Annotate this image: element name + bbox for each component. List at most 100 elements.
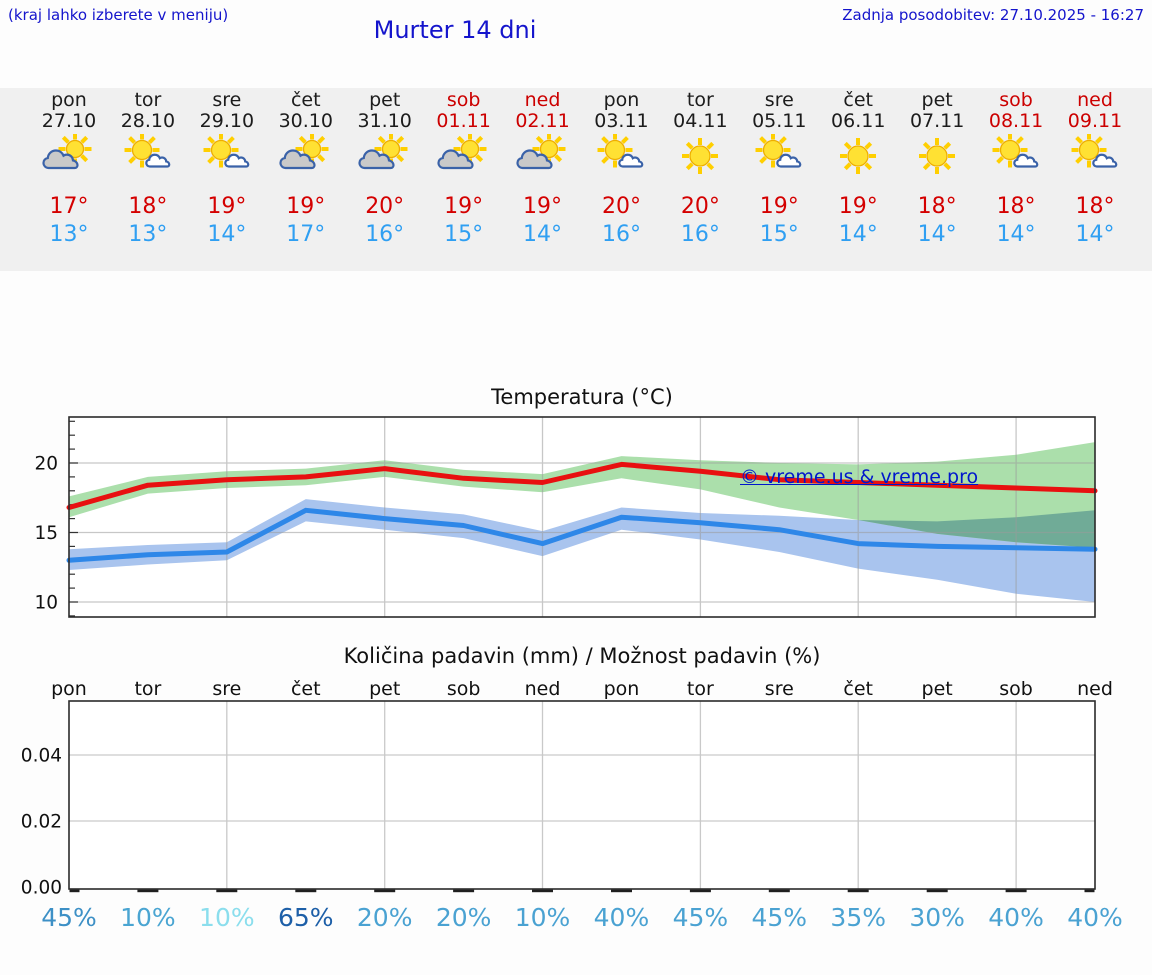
precip-prob-label: 10%	[199, 903, 255, 932]
precip-day-label: čet	[290, 678, 321, 700]
day-column: sob 08.11 18° 14°	[976, 88, 1056, 271]
day-low-temp: 16°	[680, 222, 720, 247]
day-name: sob	[446, 89, 481, 111]
day-high-temp: 18°	[917, 194, 957, 219]
day-column: čet 30.10 19° 17°	[266, 88, 346, 271]
day-name: tor	[134, 89, 162, 111]
cloud-shape	[436, 149, 474, 170]
svg-text:0.02: 0.02	[21, 812, 62, 833]
day-high-temp: 17°	[49, 194, 89, 219]
day-high-temp: 20°	[601, 194, 641, 219]
tmin-band	[69, 499, 1095, 602]
band-overlap	[858, 510, 1095, 548]
day-date: 30.10	[278, 110, 333, 132]
day-low-temp: 16°	[601, 222, 641, 247]
svg-text:0.00: 0.00	[21, 878, 62, 899]
sun-shape	[124, 134, 160, 168]
day-column: sob 01.11 19° 15°	[424, 88, 504, 271]
watermark-link[interactable]: © vreme.us & vreme.pro	[740, 466, 979, 488]
day-date: 05.11	[752, 110, 807, 132]
precip-day-label: ned	[1077, 678, 1113, 700]
day-name: sre	[764, 89, 794, 111]
sunny-icon	[919, 138, 956, 174]
precip-day-label: tor	[686, 678, 714, 700]
day-low-temp: 14°	[838, 222, 878, 247]
day-column: ned 09.11 18° 14°	[1055, 88, 1135, 271]
day-high-temp: 19°	[759, 194, 799, 219]
tmin-line	[66, 507, 1098, 563]
partly-sunny-icon	[1071, 134, 1118, 168]
partly-sunny-icon	[755, 134, 802, 168]
day-low-temp: 14°	[523, 222, 563, 247]
precip-zero-bars	[69, 889, 1095, 893]
day-date: 02.11	[515, 110, 570, 132]
day-name: pon	[603, 89, 640, 111]
temp-chart-frame	[68, 416, 1096, 618]
mostly-cloudy-icon	[515, 134, 566, 170]
precip-day-label: sob	[999, 678, 1033, 700]
day-column: sre 29.10 19° 14°	[187, 88, 267, 271]
day-high-temp: 19°	[523, 194, 563, 219]
precip-day-label: tor	[134, 678, 162, 700]
temp-gridlines	[69, 417, 1095, 617]
day-name: čet	[843, 89, 874, 111]
precip-prob-label: 45%	[751, 903, 808, 932]
precip-day-label: sre	[212, 678, 242, 700]
cloud-shape	[42, 149, 79, 170]
precip-day-label: sre	[764, 678, 794, 700]
day-date: 03.11	[594, 110, 649, 132]
precipitation-chart: 0.00 0.02 0.04	[21, 700, 1096, 899]
cloud-shape	[1092, 153, 1118, 168]
precip-day-label: čet	[843, 678, 874, 700]
day-high-temp: 20°	[680, 194, 720, 219]
day-high-temp: 18°	[1075, 194, 1115, 219]
forecast-strip: pon 27.10 17° 13° tor 28.10 18° 13° sre 29.10 19° 1…	[0, 88, 1152, 271]
partly-sunny-icon	[992, 134, 1039, 168]
day-column: sre 05.11 19° 15°	[739, 88, 819, 271]
day-date: 07.11	[909, 110, 965, 132]
day-name: čet	[290, 89, 321, 111]
precip-prob-label: 65%	[277, 903, 334, 932]
svg-text:10: 10	[34, 593, 58, 614]
cloud-shape	[145, 153, 171, 168]
precip-plot-background	[69, 701, 1095, 889]
precip-prob-label: 45%	[41, 903, 97, 932]
temp-y-labels: 10 15 20	[34, 454, 58, 614]
day-low-temp: 17°	[286, 222, 326, 247]
sun-shape	[682, 138, 719, 174]
day-name: pet	[921, 89, 953, 111]
day-low-temp: 13°	[49, 222, 89, 247]
precip-prob-label: 20%	[435, 903, 492, 932]
day-low-temp: 14°	[207, 222, 247, 247]
day-date: 28.10	[120, 110, 176, 132]
temperature-chart: 10 15 20	[34, 416, 1098, 618]
sunny-icon	[840, 138, 877, 174]
day-high-temp: 20°	[365, 194, 405, 219]
day-name: sob	[999, 89, 1033, 111]
precip-gridlines	[69, 701, 1095, 889]
precip-day-label: sob	[446, 678, 481, 700]
precip-day-label: ned	[524, 678, 561, 700]
partly-sunny-icon	[597, 134, 644, 168]
precip-prob-label: 40%	[1067, 903, 1123, 932]
sun-shape	[58, 134, 92, 166]
day-name: tor	[686, 89, 714, 111]
day-name: ned	[1077, 89, 1113, 111]
day-low-temp: 15°	[444, 222, 484, 247]
location-hint: (kraj lahko izberete v meniju)	[8, 6, 229, 24]
sun-shape	[919, 138, 956, 174]
day-name: pon	[51, 89, 87, 111]
cloud-shape	[1013, 153, 1039, 168]
precip-y-labels: 0.00 0.02 0.04	[21, 746, 62, 899]
day-date: 08.11	[988, 110, 1044, 132]
day-name: ned	[524, 89, 561, 111]
precip-prob-label: 40%	[988, 903, 1044, 932]
day-column: tor 04.11 20° 16°	[660, 88, 740, 271]
day-column: ned 02.11 19° 14°	[503, 88, 583, 271]
cloud-shape	[279, 149, 316, 170]
sun-shape	[203, 134, 239, 168]
cloud-shape	[776, 153, 802, 168]
svg-text:20: 20	[34, 454, 58, 475]
precip-prob-label: 10%	[120, 903, 176, 932]
day-name: sre	[212, 89, 242, 111]
